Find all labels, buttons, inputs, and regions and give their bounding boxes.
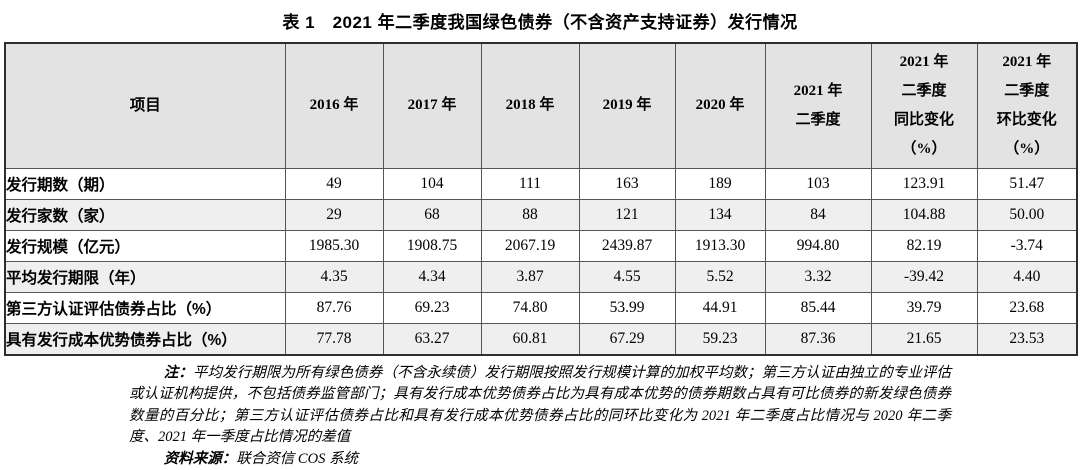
table-cell: 51.47 — [976, 168, 1078, 200]
table-cell: 5.52 — [674, 261, 766, 293]
table-row-avg-term: 平均发行期限（年） 4.35 4.34 3.87 4.55 5.52 3.32 … — [4, 261, 1078, 293]
table-cell: 163 — [578, 168, 676, 200]
table-cell: 50.00 — [976, 199, 1078, 231]
table-cell: 111 — [480, 168, 580, 200]
table-cell: 21.65 — [870, 323, 978, 355]
table-row-cost-advantage-share: 具有发行成本优势债券占比（%） 77.78 63.27 60.81 67.29 … — [4, 323, 1078, 355]
table-cell: 82.19 — [870, 230, 978, 262]
table-cell: 189 — [674, 168, 766, 200]
table-cell: 44.91 — [674, 292, 766, 324]
header-2021q2: 2021 年 二季度 — [764, 42, 872, 169]
header-2021q2-yoy: 2021 年 二季度 同比变化 （%） — [870, 42, 978, 169]
table-cell: 29 — [284, 199, 384, 231]
row-label: 发行家数（家） — [4, 199, 286, 231]
table-title: 表 1 2021 年二季度我国绿色债券（不含资产支持证券）发行情况 — [282, 13, 798, 32]
table-cell: 134 — [674, 199, 766, 231]
table-cell: -39.42 — [870, 261, 978, 293]
table-cell: 63.27 — [382, 323, 482, 355]
table-cell: 4.40 — [976, 261, 1078, 293]
table-row-issue-scale: 发行规模（亿元） 1985.30 1908.75 2067.19 2439.87… — [4, 230, 1078, 262]
table-cell: 103 — [764, 168, 872, 200]
table-cell: 87.76 — [284, 292, 384, 324]
table-cell: 2067.19 — [480, 230, 580, 262]
table-cell: 85.44 — [764, 292, 872, 324]
table-cell: 60.81 — [480, 323, 580, 355]
table-cell: 1985.30 — [284, 230, 384, 262]
table-cell: 84 — [764, 199, 872, 231]
header-2019: 2019 年 — [578, 42, 676, 169]
row-label: 具有发行成本优势债券占比（%） — [4, 323, 286, 355]
row-label: 发行规模（亿元） — [4, 230, 286, 262]
table-cell: 23.53 — [976, 323, 1078, 355]
row-label: 平均发行期限（年） — [4, 261, 286, 293]
table-cell: 49 — [284, 168, 384, 200]
table-row-issue-count: 发行期数（期） 49 104 111 163 189 103 123.91 51… — [4, 168, 1078, 200]
table-cell: 1908.75 — [382, 230, 482, 262]
table-cell: 4.35 — [284, 261, 384, 293]
table-cell: 67.29 — [578, 323, 676, 355]
table-header-row: 项目 2016 年 2017 年 2018 年 2019 年 2020 年 20… — [4, 42, 1078, 169]
source-label: 资料来源： — [163, 450, 237, 467]
source-line: 资料来源：联合资信 COS 系统 — [129, 449, 951, 470]
note-paragraph: 注：平均发行期限为所有绿色债券（不含永续债）发行期限按照发行规模计算的加权平均数… — [129, 363, 951, 449]
header-2021q2-qoq: 2021 年 二季度 环比变化 （%） — [976, 42, 1078, 169]
source-text: 联合资信 COS 系统 — [236, 450, 358, 467]
table-cell: 121 — [578, 199, 676, 231]
table-cell: 39.79 — [870, 292, 978, 324]
table-cell: 77.78 — [284, 323, 384, 355]
row-label: 第三方认证评估债券占比（%） — [4, 292, 286, 324]
header-2020: 2020 年 — [674, 42, 766, 169]
header-2016: 2016 年 — [284, 42, 384, 169]
table-cell: 3.87 — [480, 261, 580, 293]
table-row-issuer-count: 发行家数（家） 29 68 88 121 134 84 104.88 50.00 — [4, 199, 1078, 231]
table-row-third-party-certified-share: 第三方认证评估债券占比（%） 87.76 69.23 74.80 53.99 4… — [4, 292, 1078, 324]
table-notes: 注：平均发行期限为所有绿色债券（不含永续债）发行期限按照发行规模计算的加权平均数… — [129, 363, 951, 470]
table-cell: -3.74 — [976, 230, 1078, 262]
table-cell: 2439.87 — [578, 230, 676, 262]
note-text: 平均发行期限为所有绿色债券（不含永续债）发行期限按照发行规模计算的加权平均数；第… — [129, 364, 952, 446]
table-cell: 88 — [480, 199, 580, 231]
header-2018: 2018 年 — [480, 42, 580, 169]
table-cell: 69.23 — [382, 292, 482, 324]
table-cell: 74.80 — [480, 292, 580, 324]
row-label: 发行期数（期） — [4, 168, 286, 200]
table-cell: 3.32 — [764, 261, 872, 293]
table-cell: 104.88 — [870, 199, 978, 231]
table-cell: 104 — [382, 168, 482, 200]
table-cell: 59.23 — [674, 323, 766, 355]
green-bond-issuance-table: 项目 2016 年 2017 年 2018 年 2019 年 2020 年 20… — [4, 42, 1078, 356]
table-cell: 4.34 — [382, 261, 482, 293]
table-cell: 68 — [382, 199, 482, 231]
table-cell: 4.55 — [578, 261, 676, 293]
table-cell: 123.91 — [870, 168, 978, 200]
header-item: 项目 — [4, 42, 286, 169]
table-cell: 1913.30 — [674, 230, 766, 262]
table-cell: 87.36 — [764, 323, 872, 355]
note-label: 注： — [163, 364, 193, 381]
header-2017: 2017 年 — [382, 42, 482, 169]
table-cell: 23.68 — [976, 292, 1078, 324]
table-cell: 994.80 — [764, 230, 872, 262]
table-cell: 53.99 — [578, 292, 676, 324]
